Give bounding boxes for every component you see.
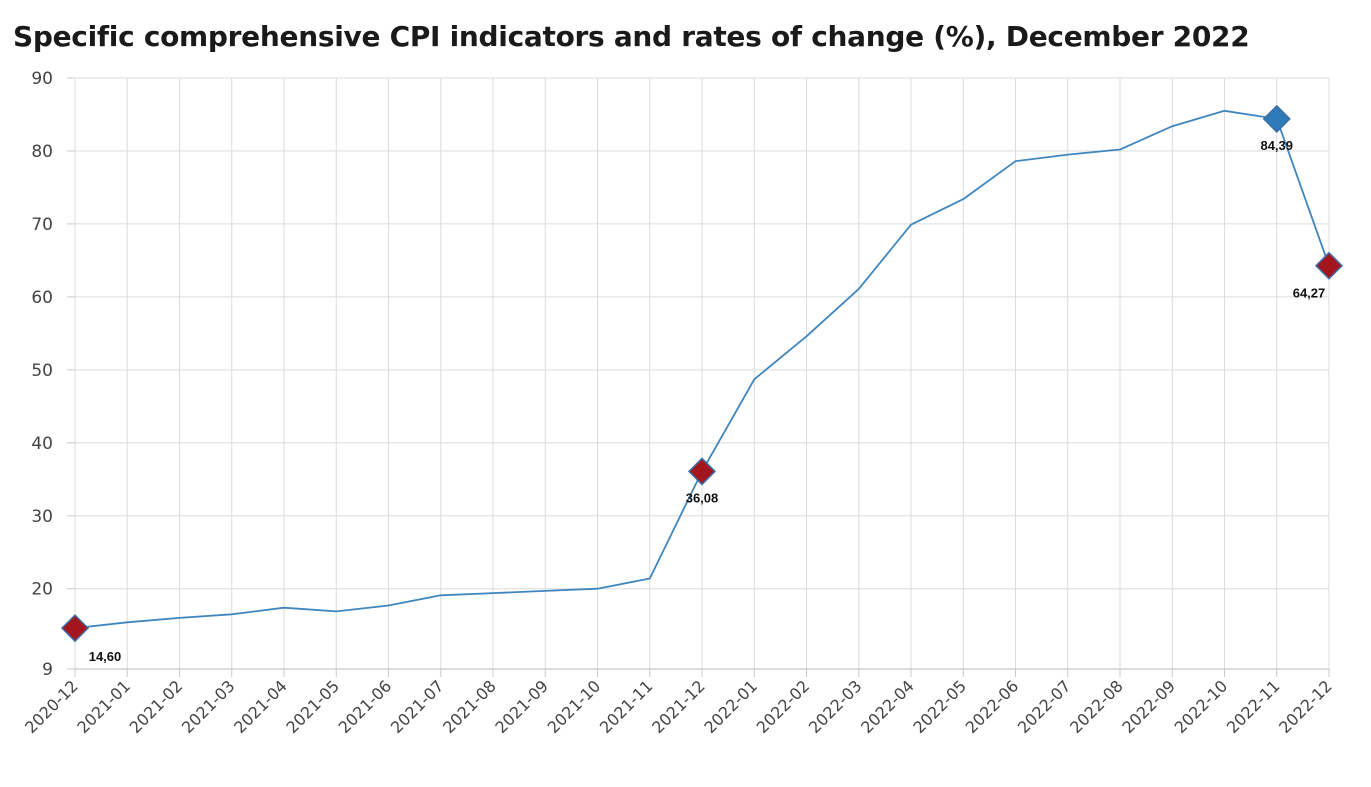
axes xyxy=(67,77,1330,677)
x-tick-label: 2021-02 xyxy=(126,676,187,737)
y-tick-label: 80 xyxy=(31,142,53,162)
x-tick-label: 2021-04 xyxy=(230,676,291,737)
data-point-marker xyxy=(687,457,717,486)
y-tick-label: 50 xyxy=(31,361,53,381)
x-tick-label: 2022-05 xyxy=(909,676,970,737)
x-tick-label: 2022-08 xyxy=(1066,676,1127,737)
data-point-marker xyxy=(1314,251,1344,280)
x-tick-label: 2022-06 xyxy=(962,676,1023,737)
y-tick-label: 9 xyxy=(42,660,53,680)
x-tick-label: 2021-07 xyxy=(387,676,448,737)
x-tick-label: 2021-09 xyxy=(491,676,552,737)
data-point-label: 84,39 xyxy=(1260,138,1293,153)
x-tick-label: 2021-08 xyxy=(439,676,500,737)
data-point-marker xyxy=(60,614,90,643)
x-tick-label: 2021-11 xyxy=(596,676,657,737)
x-tick-label: 2021-01 xyxy=(73,676,134,737)
highlight-markers: 14,60 36,08 84,39 64,27 xyxy=(60,104,1344,664)
x-tick-label: 2022-04 xyxy=(857,676,918,737)
x-axis-ticks: 2020-122021-012021-022021-032021-042021-… xyxy=(21,676,1336,737)
y-tick-label: 20 xyxy=(31,580,53,600)
x-tick-label: 2022-02 xyxy=(753,676,814,737)
x-tick-label: 2021-12 xyxy=(648,676,709,737)
x-tick-label: 2022-10 xyxy=(1171,676,1232,737)
x-tick-label: 2021-03 xyxy=(178,676,239,737)
data-point-label: 64,27 xyxy=(1293,286,1326,301)
x-tick-label: 2022-07 xyxy=(1014,676,1075,737)
data-point-label: 14,60 xyxy=(89,649,122,664)
x-tick-label: 2022-01 xyxy=(700,676,761,737)
y-tick-label: 90 xyxy=(31,69,53,89)
chart-title: Specific comprehensive CPI indicators an… xyxy=(13,20,1250,53)
x-tick-label: 2020-12 xyxy=(21,676,82,737)
x-tick-label: 2021-05 xyxy=(282,676,343,737)
x-tick-label: 2022-09 xyxy=(1118,676,1179,737)
y-axis-ticks: 9 20 30 40 50 60 70 80 90 xyxy=(31,69,53,680)
data-point-label: 36,08 xyxy=(686,490,719,505)
y-tick-label: 40 xyxy=(31,434,53,454)
y-tick-label: 70 xyxy=(31,215,53,235)
x-tick-label: 2022-12 xyxy=(1275,676,1336,737)
y-tick-label: 30 xyxy=(31,507,53,527)
x-tick-label: 2021-10 xyxy=(544,676,605,737)
grid-lines xyxy=(74,77,1330,669)
data-point-marker xyxy=(1262,104,1291,133)
x-tick-label: 2022-03 xyxy=(805,676,866,737)
x-tick-label: 2021-06 xyxy=(335,676,396,737)
y-tick-label: 60 xyxy=(31,288,53,308)
x-tick-label: 2022-11 xyxy=(1223,676,1284,737)
